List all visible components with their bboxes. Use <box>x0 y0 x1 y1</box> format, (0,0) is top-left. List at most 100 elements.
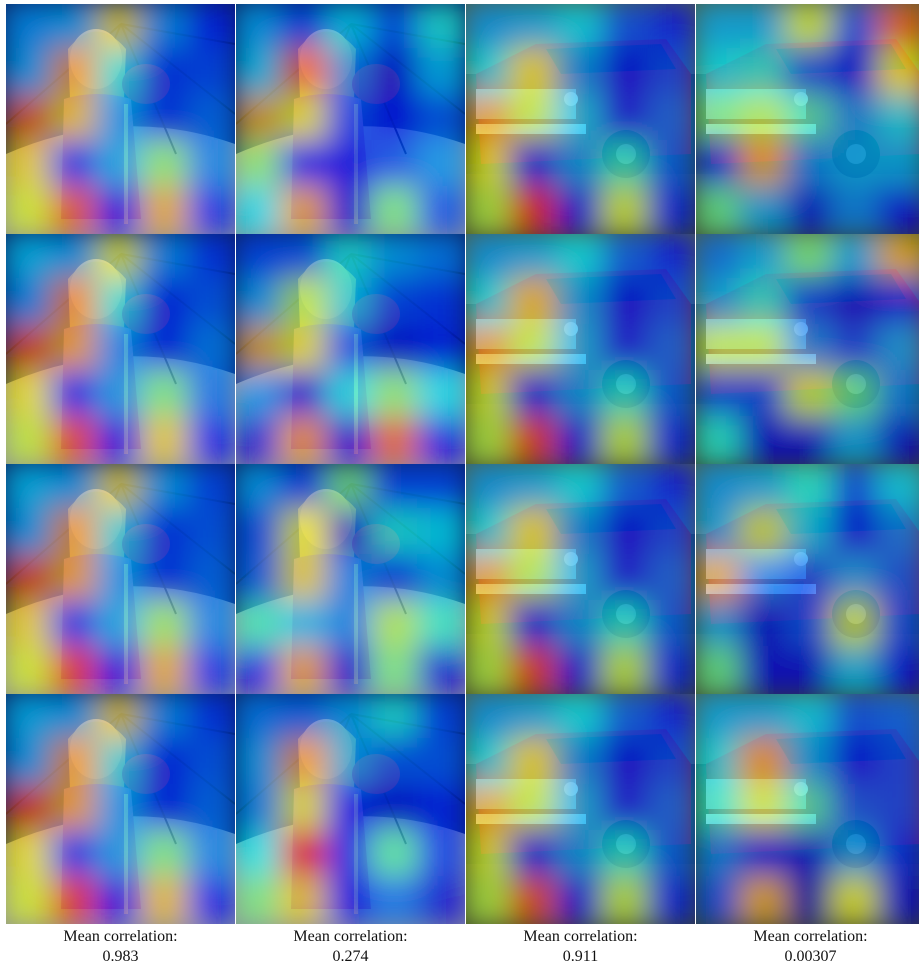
heatmap-cell <box>95 4 146 52</box>
heatmap-cell <box>647 508 695 558</box>
heatmap-cell <box>95 784 146 834</box>
heatmap-cell <box>785 186 836 234</box>
heatmap-cell <box>739 48 790 98</box>
heatmap-cell <box>417 694 465 742</box>
heatmap-cell <box>417 48 465 98</box>
heatmap-cell <box>236 278 284 328</box>
heatmap-cell <box>95 278 146 328</box>
heatmap-cell <box>95 186 146 234</box>
heatmap-cell <box>785 694 836 742</box>
pickup-truck-photo <box>466 4 695 234</box>
heatmap-cell <box>785 600 836 650</box>
heatmap-cell <box>739 738 790 788</box>
heatmap-cell <box>555 876 606 924</box>
caption-value: 0.983 <box>102 948 139 965</box>
heatmap-cell <box>95 646 146 694</box>
heatmap-cell <box>6 694 54 742</box>
heatmap-cell <box>601 186 652 234</box>
heatmap-cell <box>417 186 465 234</box>
heatmap-cell <box>877 370 919 420</box>
heatmap-cell <box>6 830 54 880</box>
heatmap-cell <box>785 416 836 464</box>
heatmap-cell <box>49 370 100 420</box>
heatmap-cell <box>696 554 744 604</box>
heatmap-cell <box>279 600 330 650</box>
heatmap-cell <box>95 234 146 282</box>
heatmap-cell <box>785 876 836 924</box>
heatmap-cell <box>647 600 695 650</box>
caption-value: 0.00307 <box>784 948 837 965</box>
heatmap-cell <box>141 784 192 834</box>
heatmap-cell <box>325 416 376 464</box>
heatmap-cell <box>6 278 54 328</box>
pickup-truck-photo <box>466 464 695 694</box>
heatmap-cell <box>647 646 695 694</box>
girl-umbrella-photo <box>6 234 235 464</box>
heatmap-cell <box>141 876 192 924</box>
heatmap-cell <box>279 784 330 834</box>
heatmap-cell <box>785 94 836 144</box>
caption-column-1: Mean correlation: 0.983 <box>6 927 235 967</box>
heatmap-cell <box>187 600 235 650</box>
heatmap-cell <box>49 646 100 694</box>
heatmap-cell <box>785 278 836 328</box>
heatmap-cell <box>49 876 100 924</box>
heatmap-cell <box>95 324 146 374</box>
heatmap-cell <box>49 694 100 742</box>
heatmap-tile <box>6 234 235 464</box>
heatmap-cell <box>696 48 744 98</box>
heatmap-cell <box>466 140 514 190</box>
girl-umbrella-photo <box>6 4 235 234</box>
heatmap-cell <box>371 4 422 52</box>
heatmap-cell <box>739 646 790 694</box>
heatmap-cell <box>466 48 514 98</box>
heatmap-cell <box>417 646 465 694</box>
heatmap-cell <box>509 48 560 98</box>
caption-label: Mean correlation: <box>63 928 178 945</box>
heatmap-cell <box>49 600 100 650</box>
caption-label: Mean correlation: <box>753 928 868 945</box>
heatmap-cell <box>647 738 695 788</box>
heatmap-cell <box>555 554 606 604</box>
heatmap-tile <box>466 234 695 464</box>
heatmap-cell <box>647 48 695 98</box>
heatmap-cell <box>49 416 100 464</box>
heatmap-cell <box>555 416 606 464</box>
heatmap-cell <box>187 4 235 52</box>
heatmap-cell <box>417 370 465 420</box>
heatmap-cell <box>279 234 330 282</box>
heatmap-cell <box>696 140 744 190</box>
heatmap-cell <box>877 738 919 788</box>
heatmap-cell <box>279 876 330 924</box>
girl-umbrella-photo <box>6 694 235 924</box>
heatmap-cell <box>555 94 606 144</box>
heatmap-cell <box>49 324 100 374</box>
heatmap-cell <box>696 784 744 834</box>
heatmap-cell <box>371 784 422 834</box>
heatmap-cell <box>279 48 330 98</box>
heatmap-cell <box>509 416 560 464</box>
heatmap-cell <box>236 416 284 464</box>
heatmap-cell <box>279 278 330 328</box>
heatmap-cell <box>739 278 790 328</box>
heatmap-cell <box>279 694 330 742</box>
heatmap-cell <box>877 234 919 282</box>
heatmap-cell <box>877 830 919 880</box>
heatmap-cell <box>831 508 882 558</box>
pickup-truck-photo <box>696 4 919 234</box>
heatmap-cell <box>785 554 836 604</box>
heatmap-cell <box>187 554 235 604</box>
heatmap-cell <box>187 830 235 880</box>
heatmap-cell <box>785 646 836 694</box>
heatmap-cell <box>236 186 284 234</box>
heatmap-cell <box>509 554 560 604</box>
heatmap-cell <box>6 738 54 788</box>
heatmap-cell <box>555 784 606 834</box>
heatmap-cell <box>647 94 695 144</box>
heatmap-cell <box>601 416 652 464</box>
heatmap-cell <box>555 48 606 98</box>
heatmap-cell <box>877 554 919 604</box>
heatmap-cell <box>6 234 54 282</box>
heatmap-cell <box>739 416 790 464</box>
girl-umbrella-photo <box>236 694 465 924</box>
